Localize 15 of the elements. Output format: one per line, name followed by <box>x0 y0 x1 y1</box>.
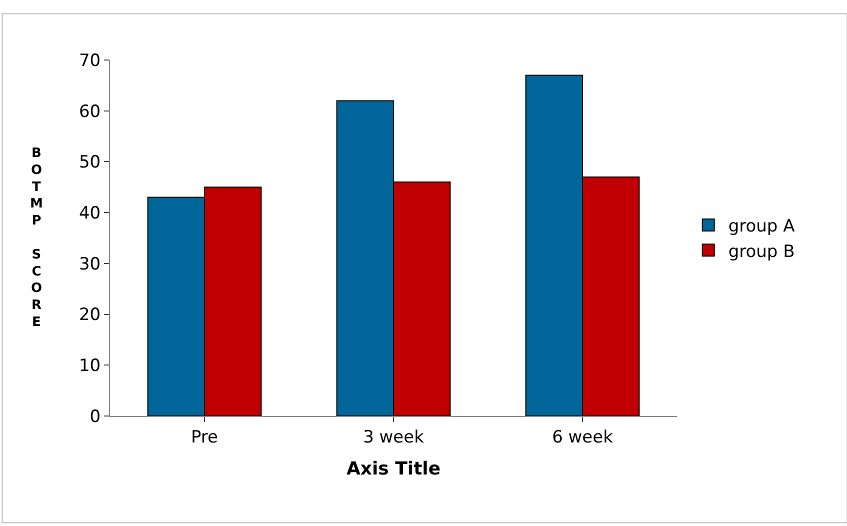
x-tick-label: 6 week <box>552 427 614 448</box>
y-tick-label: 10 <box>78 356 101 376</box>
x-tick-label: 3 week <box>363 427 424 448</box>
y-tick-label: 0 <box>90 406 101 427</box>
y-tick-label: 60 <box>78 102 101 122</box>
legend-label: group A <box>728 216 796 237</box>
y-tick-label: 50 <box>78 152 101 173</box>
x-tick-label: Pre <box>190 427 218 448</box>
legend-label: group B <box>728 242 795 262</box>
y-tick-label: 30 <box>78 254 101 274</box>
y-tick-label: 40 <box>78 204 101 224</box>
x-axis-title: Axis Title <box>346 458 441 480</box>
y-tick-label: 20 <box>78 305 101 326</box>
text: BOTMP SCORE <box>30 146 43 330</box>
y-tick-label: 70 <box>78 50 101 71</box>
